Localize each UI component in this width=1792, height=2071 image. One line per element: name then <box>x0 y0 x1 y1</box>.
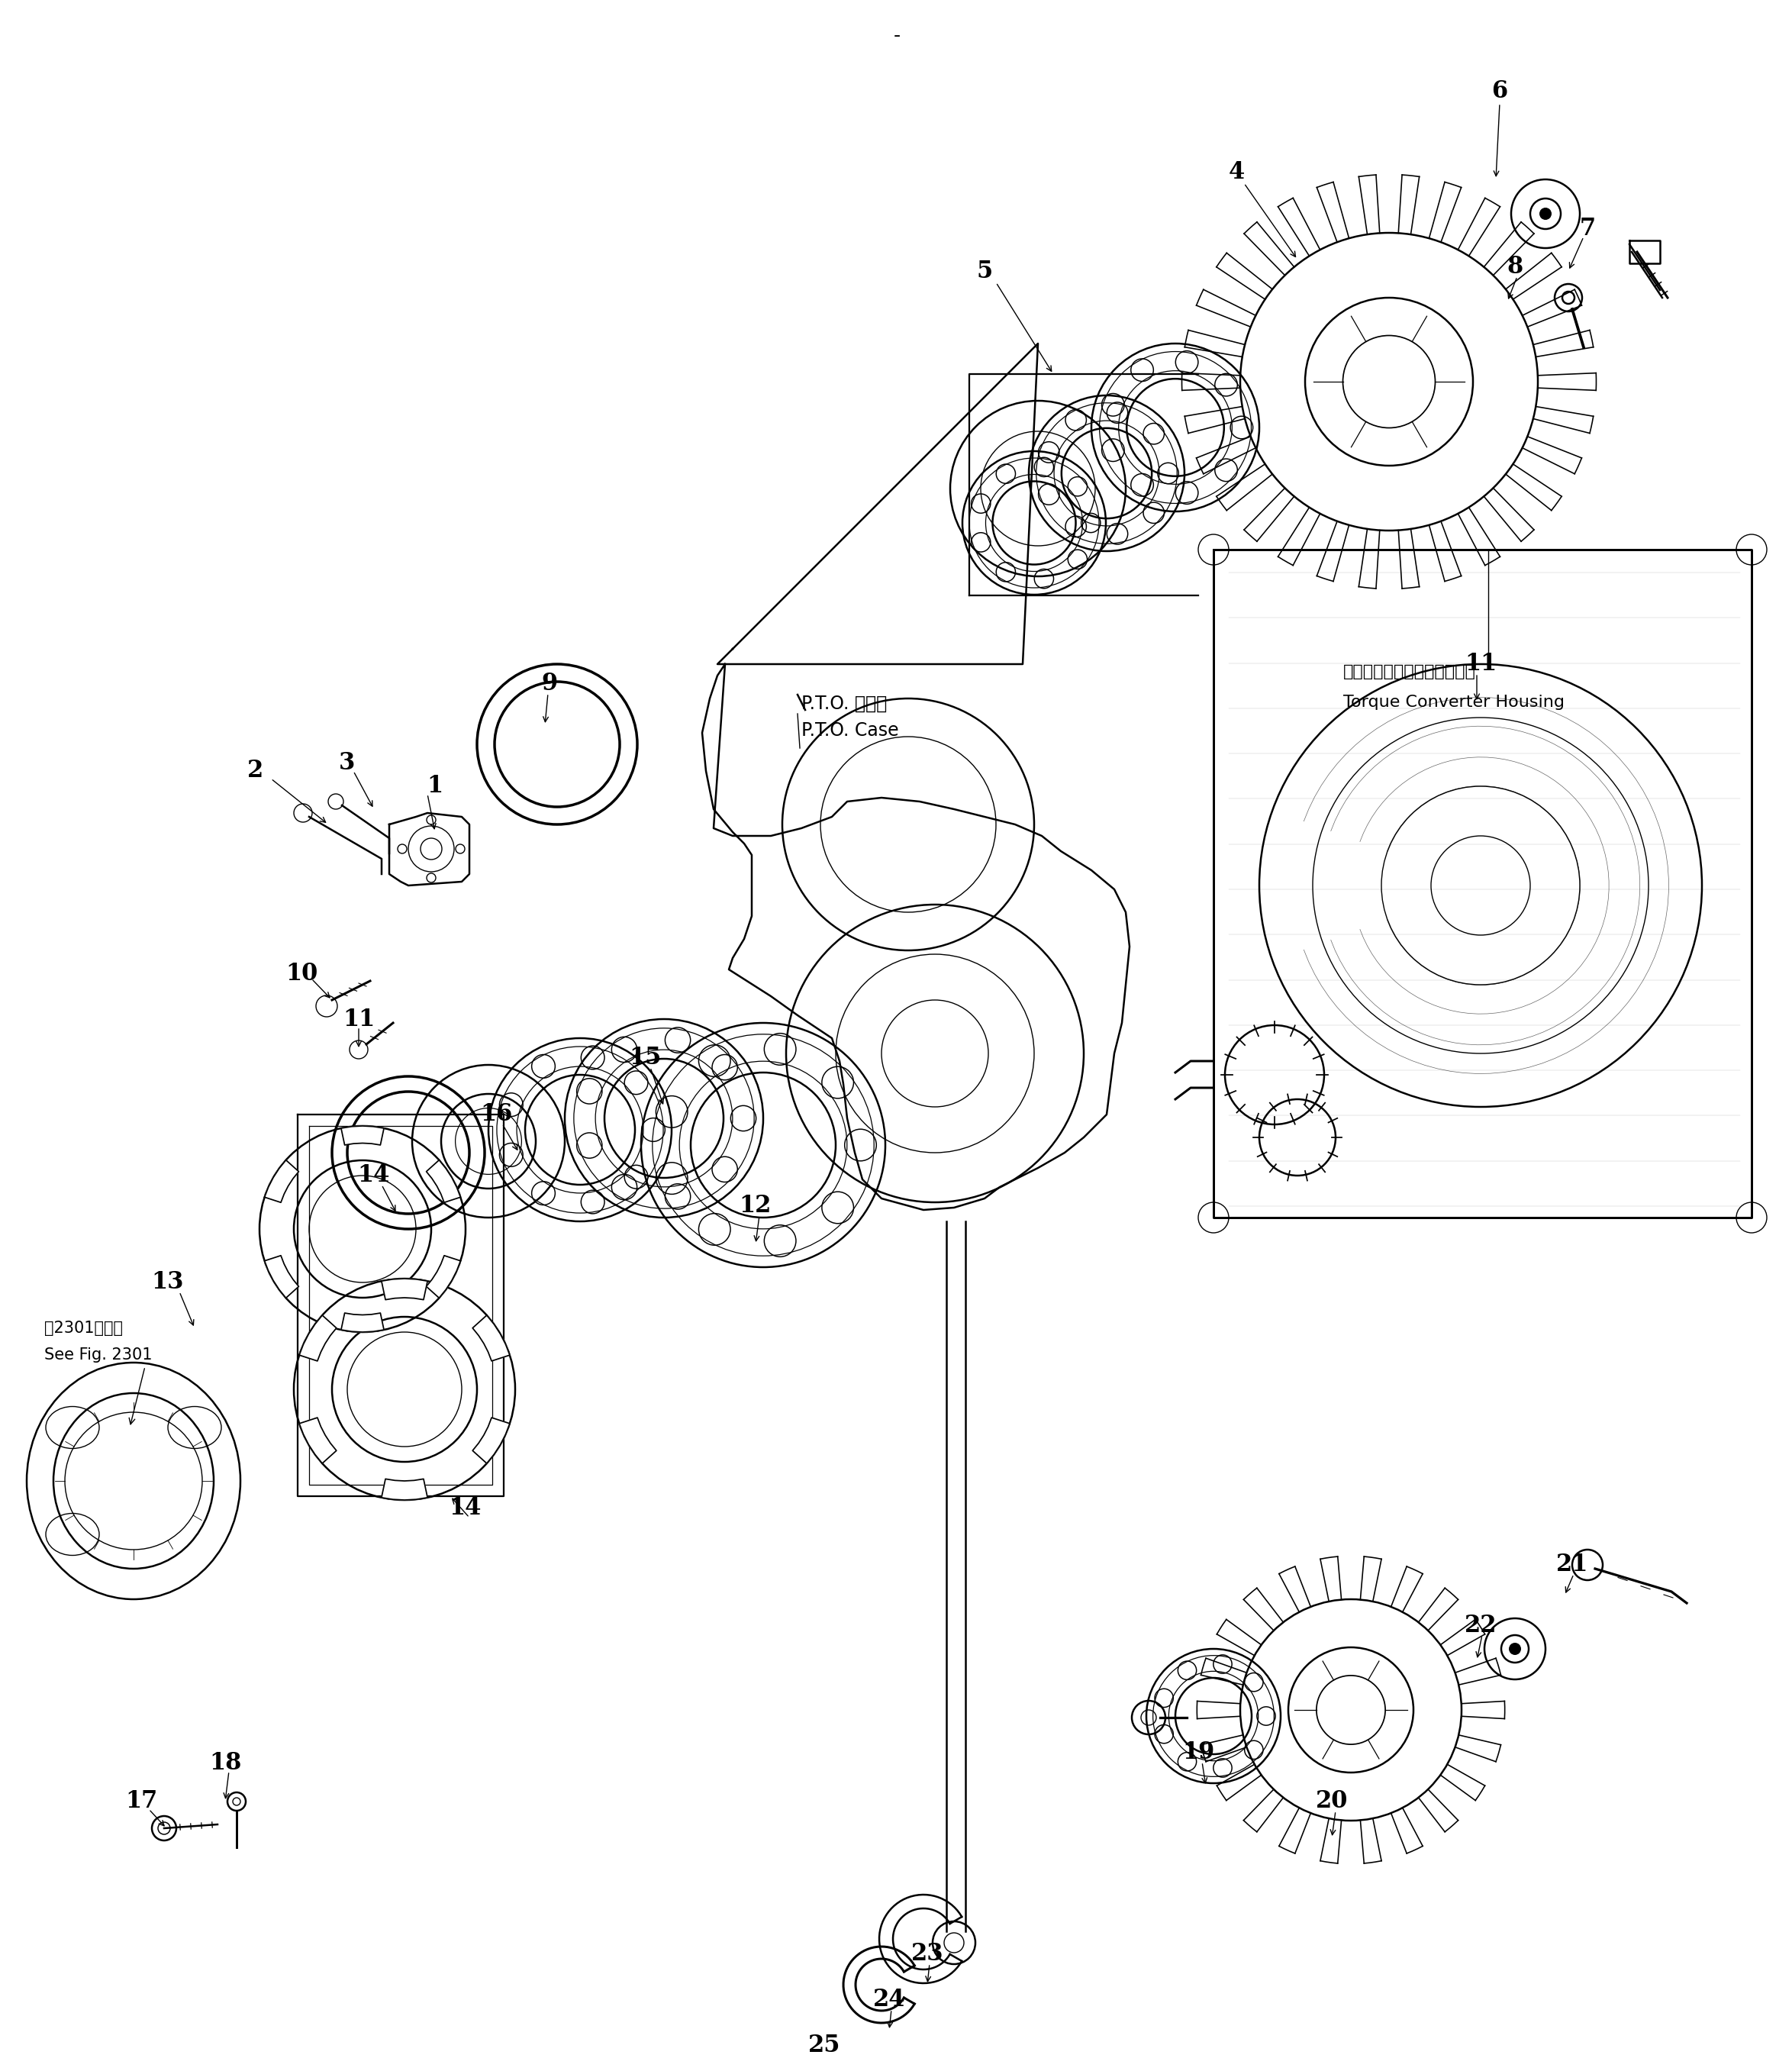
Polygon shape <box>265 1255 299 1299</box>
Text: 3: 3 <box>339 752 355 775</box>
Text: 第2301図参照: 第2301図参照 <box>45 1321 124 1336</box>
Polygon shape <box>426 1160 461 1203</box>
Text: 6: 6 <box>1491 81 1507 104</box>
Text: 12: 12 <box>740 1195 772 1218</box>
Text: Torque Converter Housing: Torque Converter Housing <box>1344 694 1564 710</box>
Text: -: - <box>892 27 900 46</box>
Text: トルクコンバータハウジング: トルクコンバータハウジング <box>1344 665 1477 679</box>
Text: 22: 22 <box>1464 1613 1496 1638</box>
Text: 13: 13 <box>152 1272 185 1294</box>
Text: 11: 11 <box>1464 652 1496 675</box>
Text: 18: 18 <box>210 1752 242 1775</box>
Text: P.T.O. Case: P.T.O. Case <box>801 721 900 739</box>
Text: 14: 14 <box>450 1495 482 1520</box>
Text: 15: 15 <box>629 1046 661 1069</box>
Text: P.T.O. ケース: P.T.O. ケース <box>801 694 887 712</box>
Polygon shape <box>340 1127 383 1145</box>
Text: 14: 14 <box>358 1164 391 1187</box>
Text: 2: 2 <box>247 760 263 783</box>
Text: 24: 24 <box>873 1988 905 2011</box>
Text: 9: 9 <box>541 671 557 696</box>
Text: 5: 5 <box>977 259 993 284</box>
Circle shape <box>1509 1642 1521 1655</box>
Text: 20: 20 <box>1315 1789 1348 1814</box>
Text: 16: 16 <box>480 1102 513 1127</box>
Text: 11: 11 <box>342 1007 375 1031</box>
Polygon shape <box>340 1313 383 1332</box>
Text: 21: 21 <box>1555 1553 1588 1576</box>
Circle shape <box>1539 207 1552 220</box>
Text: 1: 1 <box>426 775 443 797</box>
Text: 4: 4 <box>1228 159 1244 184</box>
Polygon shape <box>299 1315 337 1361</box>
Text: 7: 7 <box>1579 217 1595 240</box>
Polygon shape <box>426 1255 461 1299</box>
Polygon shape <box>473 1315 509 1361</box>
Polygon shape <box>382 1278 428 1301</box>
Polygon shape <box>299 1419 337 1464</box>
Text: 25: 25 <box>808 2034 840 2059</box>
Polygon shape <box>382 1479 428 1499</box>
Text: 10: 10 <box>285 961 317 986</box>
Polygon shape <box>265 1160 299 1203</box>
Text: 19: 19 <box>1183 1740 1215 1764</box>
Text: 8: 8 <box>1507 255 1523 280</box>
Text: 17: 17 <box>125 1789 158 1814</box>
Text: 23: 23 <box>910 1943 944 1965</box>
Polygon shape <box>473 1419 509 1464</box>
Text: See Fig. 2301: See Fig. 2301 <box>45 1348 152 1363</box>
